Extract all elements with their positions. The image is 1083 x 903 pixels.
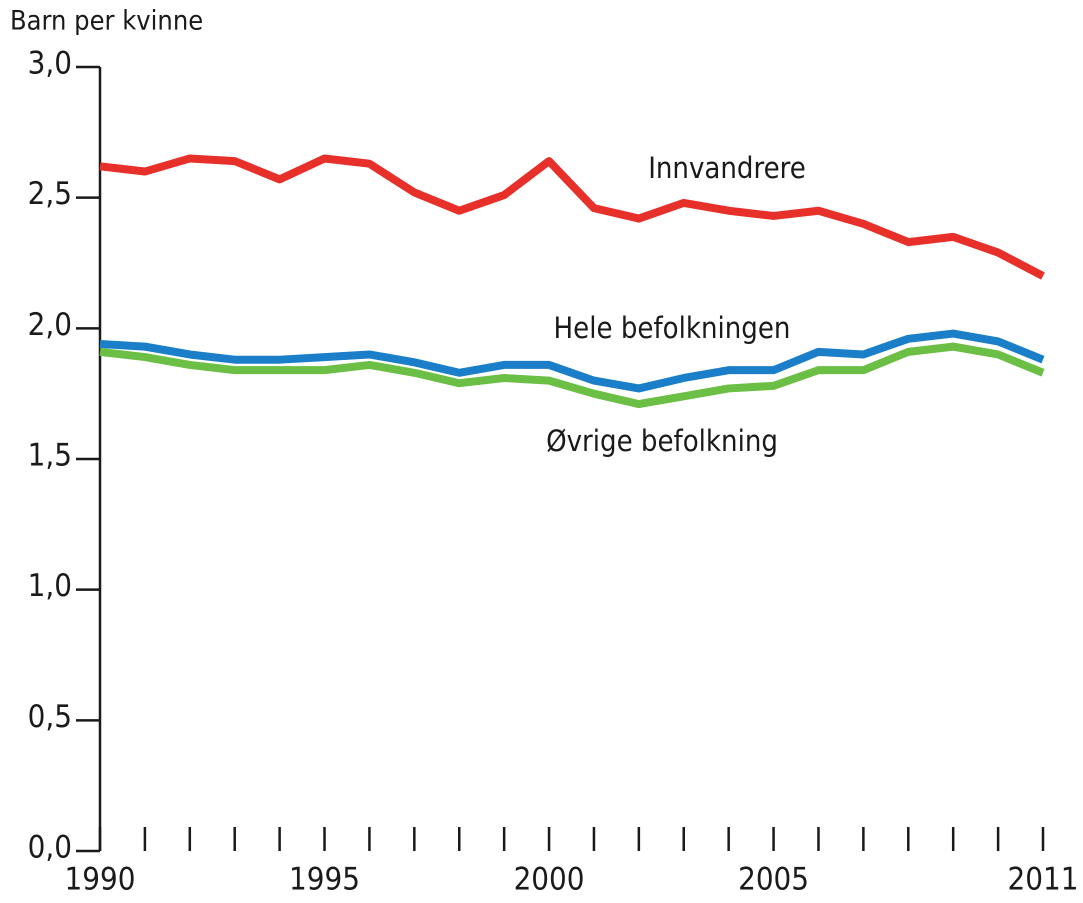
y-tick-label: 2,0 bbox=[28, 307, 72, 343]
x-tick-label: 2011 bbox=[1008, 862, 1079, 898]
x-tick-label: 2005 bbox=[738, 862, 809, 898]
y-tick-label: 1,0 bbox=[28, 568, 72, 604]
series-line bbox=[99, 154, 1045, 280]
x-tick-label: 2000 bbox=[514, 862, 585, 898]
series-label: Innvandrere bbox=[648, 151, 806, 185]
y-tick-label: 1,5 bbox=[28, 438, 72, 474]
y-axis-label: Barn per kvinne bbox=[10, 6, 203, 37]
x-tick-label: 1995 bbox=[289, 862, 360, 898]
series-line bbox=[99, 342, 1045, 409]
y-tick-label: 0,5 bbox=[28, 699, 72, 735]
series-label: Øvrige befolkning bbox=[546, 424, 778, 458]
series-line bbox=[99, 329, 1045, 393]
y-tick-label: 2,5 bbox=[28, 176, 72, 212]
series-label: Hele befolkningen bbox=[554, 311, 791, 345]
y-tick-label: 0,0 bbox=[28, 830, 72, 866]
y-tick-label: 3,0 bbox=[28, 46, 72, 82]
x-tick-label: 1990 bbox=[65, 862, 136, 898]
